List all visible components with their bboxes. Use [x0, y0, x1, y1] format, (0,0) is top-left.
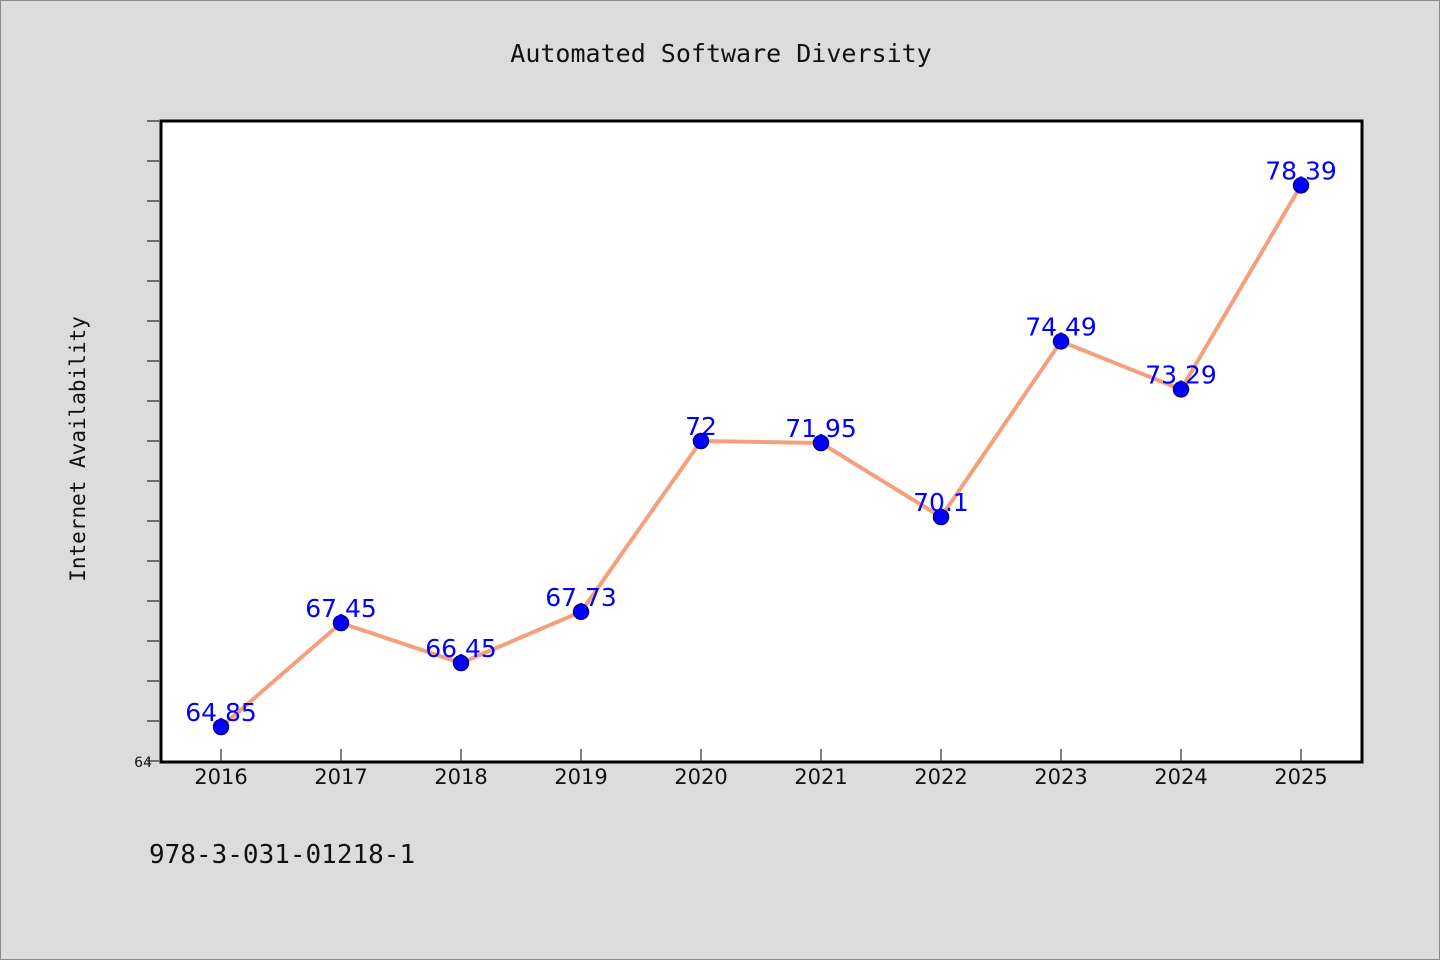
- data-label: 67.73: [545, 583, 617, 612]
- x-tick-label: 2019: [554, 765, 607, 789]
- data-label: 78.39: [1265, 156, 1337, 185]
- data-label: 66.45: [425, 634, 497, 663]
- data-label: 72: [685, 412, 717, 441]
- data-point: [452, 654, 470, 672]
- y-tick-label: 64: [134, 755, 152, 771]
- data-point: [212, 718, 230, 736]
- x-tick-label: 2024: [1154, 765, 1207, 789]
- x-tick-label: 2023: [1034, 765, 1087, 789]
- data-point: [1172, 381, 1190, 398]
- data-point: [692, 432, 710, 450]
- data-label: 71.95: [785, 414, 857, 443]
- x-tick-label: 2017: [314, 765, 367, 789]
- data-labels: 64.85 67.45 66.45 67.73 72 71.95 70.1 74.49 73.2…: [185, 156, 1337, 727]
- x-tick-label: 2020: [674, 765, 727, 789]
- data-point: [1292, 177, 1310, 194]
- x-tick-label: 2018: [434, 765, 487, 789]
- data-point: [332, 614, 350, 632]
- data-point: [812, 434, 830, 452]
- x-tick-label: 2021: [794, 765, 847, 789]
- x-axis-ticks: [220, 749, 1302, 761]
- data-label: 73.29: [1145, 360, 1217, 389]
- footnote-annotation: 978-3-031-01218-1: [149, 840, 415, 870]
- x-tick-label: 2016: [194, 765, 247, 789]
- chart-title: Automated Software Diversity: [510, 39, 931, 68]
- x-tick-label: 2022: [914, 765, 967, 789]
- data-point: [1052, 333, 1070, 350]
- data-label: 64.85: [185, 698, 257, 727]
- x-axis-tick-labels: 2016 2017 2018 2019 2020 2021 2022 2023 2024 2025: [194, 765, 1327, 789]
- y-axis-ticks: [147, 120, 159, 762]
- data-point: [572, 603, 590, 621]
- data-points: [212, 177, 1310, 736]
- data-label: 70.1: [913, 488, 969, 517]
- series-line: [219, 183, 1303, 729]
- data-label: 74.49: [1025, 312, 1097, 341]
- data-point: [932, 508, 950, 526]
- data-label: 67.45: [305, 594, 377, 623]
- y-axis-label: Internet Availability: [66, 316, 90, 582]
- x-tick-label: 2025: [1274, 765, 1327, 789]
